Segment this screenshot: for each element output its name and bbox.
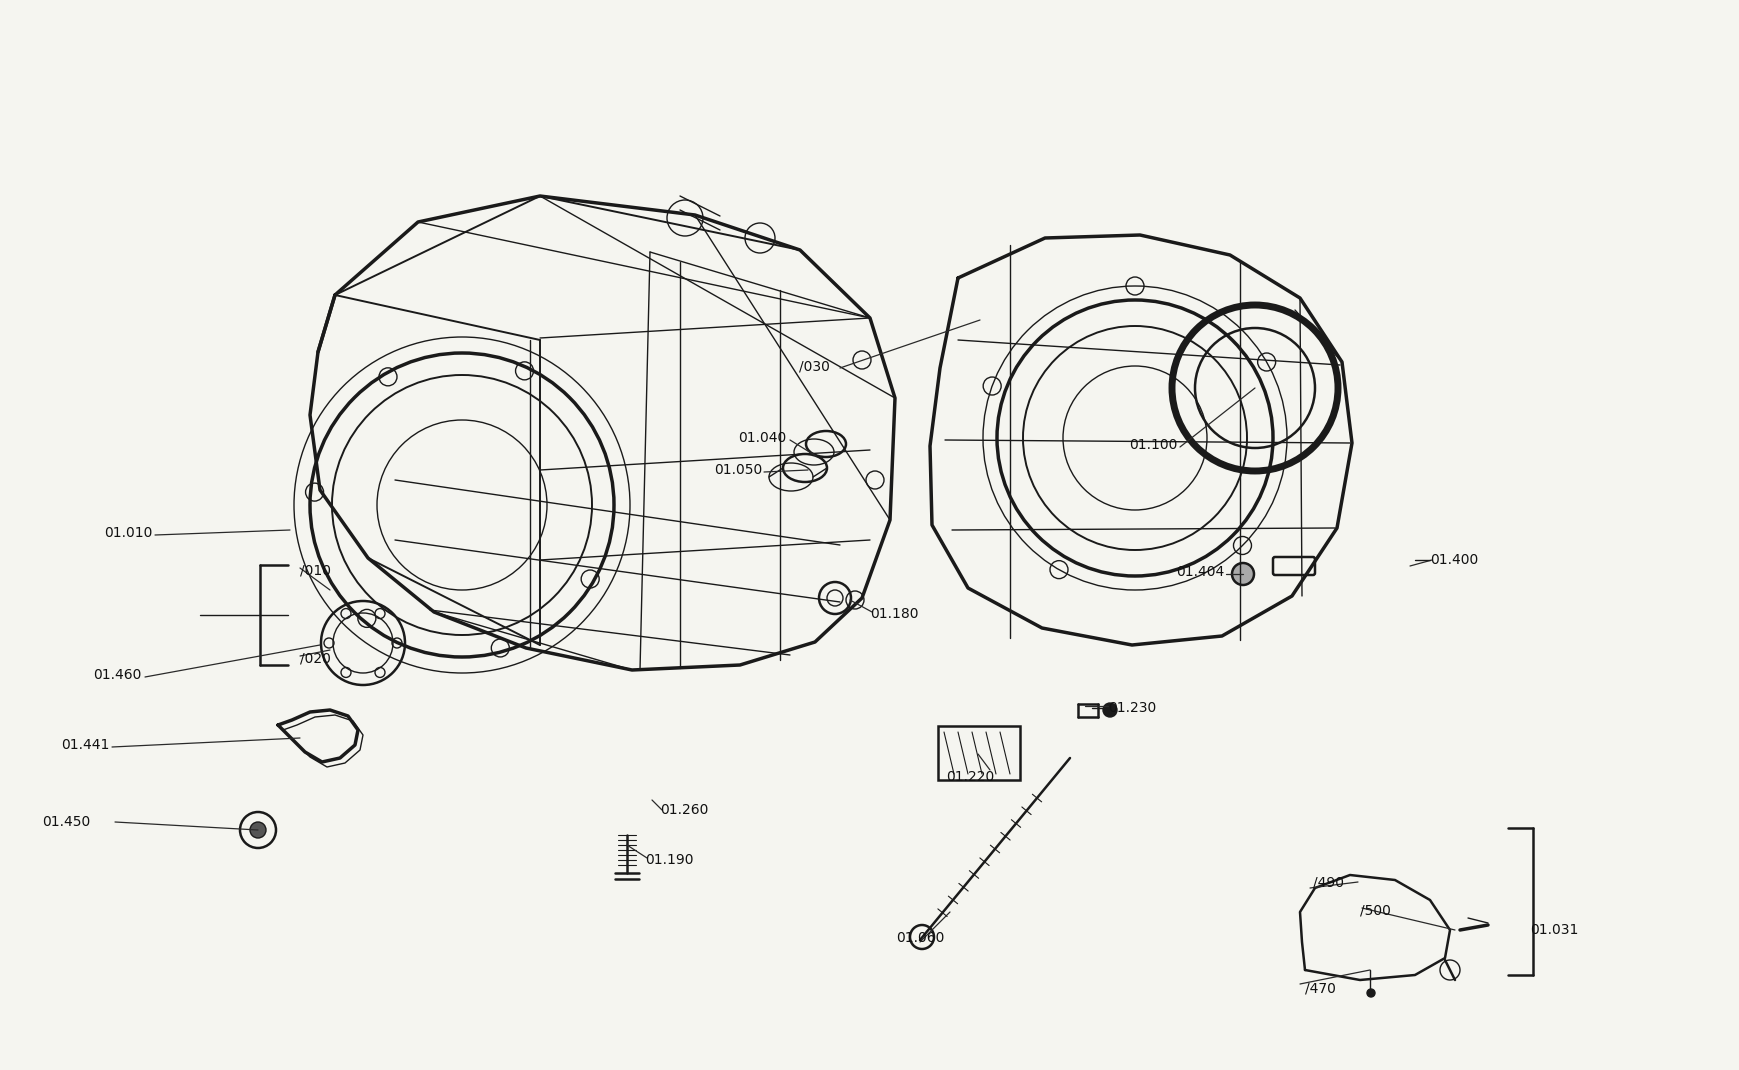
Text: /470: /470 [1304, 981, 1336, 995]
Text: /030: /030 [798, 360, 830, 374]
Text: 01.441: 01.441 [61, 738, 110, 752]
Text: 01.460: 01.460 [94, 668, 143, 682]
Text: 01.230: 01.230 [1108, 701, 1156, 715]
Text: 01.050: 01.050 [713, 463, 762, 477]
Text: 01.031: 01.031 [1529, 923, 1577, 937]
Text: 01.060: 01.060 [896, 931, 944, 945]
Text: 01.040: 01.040 [737, 431, 786, 445]
Text: 01.190: 01.190 [645, 853, 694, 867]
Text: /020: /020 [299, 651, 330, 664]
Text: 01.260: 01.260 [659, 802, 708, 817]
Circle shape [250, 822, 266, 838]
Text: 01.400: 01.400 [1429, 553, 1478, 567]
Text: /490: /490 [1313, 875, 1343, 889]
Circle shape [1231, 563, 1254, 585]
Text: 01.220: 01.220 [946, 770, 993, 784]
Text: /500: /500 [1360, 903, 1389, 917]
Circle shape [1103, 703, 1116, 717]
Text: 01.450: 01.450 [42, 815, 90, 829]
Text: /010: /010 [299, 563, 330, 577]
Text: 01.010: 01.010 [104, 526, 153, 540]
Text: 01.404: 01.404 [1176, 565, 1223, 579]
Circle shape [1367, 989, 1374, 997]
Text: 01.100: 01.100 [1129, 438, 1177, 452]
Text: 01.180: 01.180 [870, 607, 918, 621]
